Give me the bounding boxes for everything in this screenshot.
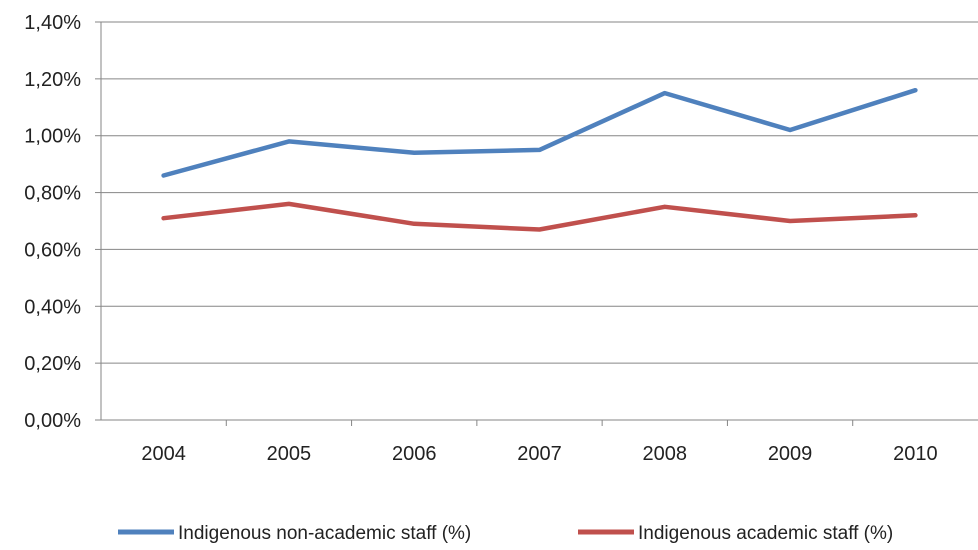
x-tick-label: 2004: [141, 443, 186, 465]
y-tick-label: 1,00%: [24, 126, 81, 148]
y-tick-label: 0,20%: [24, 353, 81, 375]
axes: [95, 21, 978, 426]
x-axis-ticks: 2004 2005 2006 2007 2008 2009 2010: [141, 443, 937, 465]
series-lines: [161, 87, 918, 232]
y-axis-ticks: 0,00% 0,20% 0,40% 0,60% 0,80% 1,00% 1,20% 1,40%: [24, 12, 81, 432]
y-tick-label: 1,40%: [24, 12, 81, 34]
series-line-0: [161, 87, 918, 178]
y-tick-label: 0,80%: [24, 183, 81, 205]
grid-lines: [101, 21, 978, 364]
x-tick-label: 2008: [643, 443, 688, 465]
y-tick-label: 0,00%: [24, 410, 81, 432]
series-line-1: [161, 201, 918, 232]
legend-label-0: Indigenous non-academic staff (%): [178, 523, 471, 544]
legend-label-1: Indigenous academic staff (%): [638, 523, 893, 544]
x-tick-label: 2009: [768, 443, 813, 465]
x-tick-label: 2005: [267, 443, 312, 465]
x-tick-label: 2007: [517, 443, 562, 465]
y-tick-label: 0,60%: [24, 239, 81, 261]
y-tick-label: 0,40%: [24, 296, 81, 318]
x-tick-label: 2006: [392, 443, 437, 465]
y-tick-label: 1,20%: [24, 69, 81, 91]
x-tick-label: 2010: [893, 443, 938, 465]
legend: Indigenous non-academic staff (%) Indigen…: [118, 523, 893, 544]
